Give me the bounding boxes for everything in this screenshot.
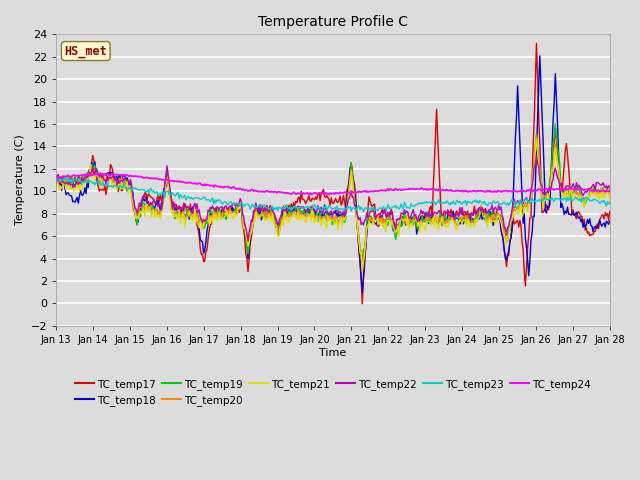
TC_temp21 bbox=[532, 136, 540, 142]
TC_temp21 bbox=[315, 218, 323, 224]
Line: TC_temp23: TC_temp23 bbox=[56, 177, 610, 212]
TC_temp20 bbox=[383, 216, 390, 222]
TC_temp18 bbox=[507, 235, 515, 241]
Line: TC_temp17: TC_temp17 bbox=[56, 43, 610, 304]
Line: TC_temp24: TC_temp24 bbox=[56, 174, 610, 194]
TC_temp17 bbox=[595, 226, 602, 231]
TC_temp19 bbox=[383, 217, 390, 223]
TC_temp18 bbox=[383, 216, 390, 222]
TC_temp19 bbox=[352, 207, 360, 213]
TC_temp19 bbox=[319, 216, 326, 221]
TC_temp22 bbox=[316, 207, 324, 213]
TC_temp23 bbox=[319, 204, 327, 210]
TC_temp19 bbox=[52, 178, 60, 183]
TC_temp24 bbox=[307, 192, 315, 197]
TC_temp23 bbox=[353, 206, 360, 212]
Y-axis label: Temperature (C): Temperature (C) bbox=[15, 135, 25, 226]
TC_temp21 bbox=[319, 218, 326, 224]
TC_temp22 bbox=[606, 184, 614, 190]
TC_temp20 bbox=[358, 264, 366, 270]
TC_temp19 bbox=[507, 212, 515, 217]
TC_temp21 bbox=[52, 189, 60, 194]
TC_temp23 bbox=[360, 209, 367, 215]
TC_temp18 bbox=[319, 211, 326, 216]
TC_temp17 bbox=[319, 189, 326, 194]
TC_temp24 bbox=[508, 188, 516, 194]
TC_temp20 bbox=[606, 194, 614, 200]
TC_temp21 bbox=[383, 220, 390, 226]
TC_temp24 bbox=[52, 175, 60, 181]
TC_temp22 bbox=[353, 211, 360, 216]
TC_temp24 bbox=[354, 190, 362, 195]
TC_temp17 bbox=[383, 215, 390, 221]
Title: Temperature Profile C: Temperature Profile C bbox=[258, 15, 408, 29]
Line: TC_temp22: TC_temp22 bbox=[56, 156, 610, 241]
TC_temp22 bbox=[383, 214, 390, 219]
TC_temp21 bbox=[595, 194, 602, 200]
Line: TC_temp20: TC_temp20 bbox=[56, 136, 610, 267]
TC_temp20 bbox=[507, 213, 515, 218]
TC_temp21 bbox=[507, 216, 515, 222]
X-axis label: Time: Time bbox=[319, 348, 346, 358]
TC_temp20 bbox=[315, 214, 323, 220]
TC_temp22 bbox=[319, 208, 327, 214]
TC_temp23 bbox=[606, 200, 614, 205]
TC_temp19 bbox=[595, 188, 602, 193]
TC_temp19 bbox=[606, 188, 614, 194]
TC_temp17 bbox=[358, 301, 366, 307]
TC_temp17 bbox=[52, 182, 60, 188]
TC_temp22 bbox=[507, 214, 515, 220]
TC_temp17 bbox=[315, 190, 323, 196]
TC_temp20 bbox=[532, 133, 540, 139]
Line: TC_temp19: TC_temp19 bbox=[56, 124, 610, 260]
TC_temp24 bbox=[317, 191, 325, 196]
TC_temp20 bbox=[352, 205, 360, 211]
TC_temp18 bbox=[606, 218, 614, 224]
TC_temp19 bbox=[358, 257, 366, 263]
TC_temp18 bbox=[315, 210, 323, 216]
TC_temp18 bbox=[536, 53, 543, 59]
Line: TC_temp18: TC_temp18 bbox=[56, 56, 610, 292]
TC_temp23 bbox=[53, 174, 61, 180]
TC_temp23 bbox=[595, 199, 602, 205]
TC_temp18 bbox=[358, 289, 366, 295]
TC_temp17 bbox=[532, 40, 540, 46]
TC_temp18 bbox=[352, 198, 360, 204]
TC_temp18 bbox=[52, 175, 60, 180]
TC_temp23 bbox=[52, 177, 60, 183]
Line: TC_temp21: TC_temp21 bbox=[56, 139, 610, 271]
TC_temp22 bbox=[244, 238, 252, 244]
TC_temp20 bbox=[52, 185, 60, 191]
TC_temp21 bbox=[606, 198, 614, 204]
TC_temp24 bbox=[384, 186, 392, 192]
TC_temp17 bbox=[507, 234, 515, 240]
TC_temp23 bbox=[316, 206, 324, 212]
TC_temp22 bbox=[52, 180, 60, 186]
TC_temp17 bbox=[352, 192, 360, 197]
Text: HS_met: HS_met bbox=[65, 45, 107, 58]
TC_temp23 bbox=[384, 202, 392, 207]
TC_temp19 bbox=[315, 214, 323, 219]
TC_temp24 bbox=[595, 187, 602, 193]
TC_temp24 bbox=[606, 187, 614, 193]
TC_temp18 bbox=[595, 220, 602, 226]
TC_temp22 bbox=[532, 153, 540, 158]
TC_temp17 bbox=[606, 209, 614, 215]
TC_temp20 bbox=[595, 191, 602, 196]
TC_temp20 bbox=[319, 216, 326, 221]
TC_temp24 bbox=[109, 171, 116, 177]
TC_temp24 bbox=[321, 192, 328, 197]
TC_temp21 bbox=[358, 268, 366, 274]
Legend: TC_temp17, TC_temp18, TC_temp19, TC_temp20, TC_temp21, TC_temp22, TC_temp23, TC_: TC_temp17, TC_temp18, TC_temp19, TC_temp… bbox=[71, 375, 595, 410]
TC_temp21 bbox=[352, 207, 360, 213]
TC_temp19 bbox=[552, 121, 559, 127]
TC_temp23 bbox=[508, 196, 516, 202]
TC_temp22 bbox=[595, 180, 602, 186]
